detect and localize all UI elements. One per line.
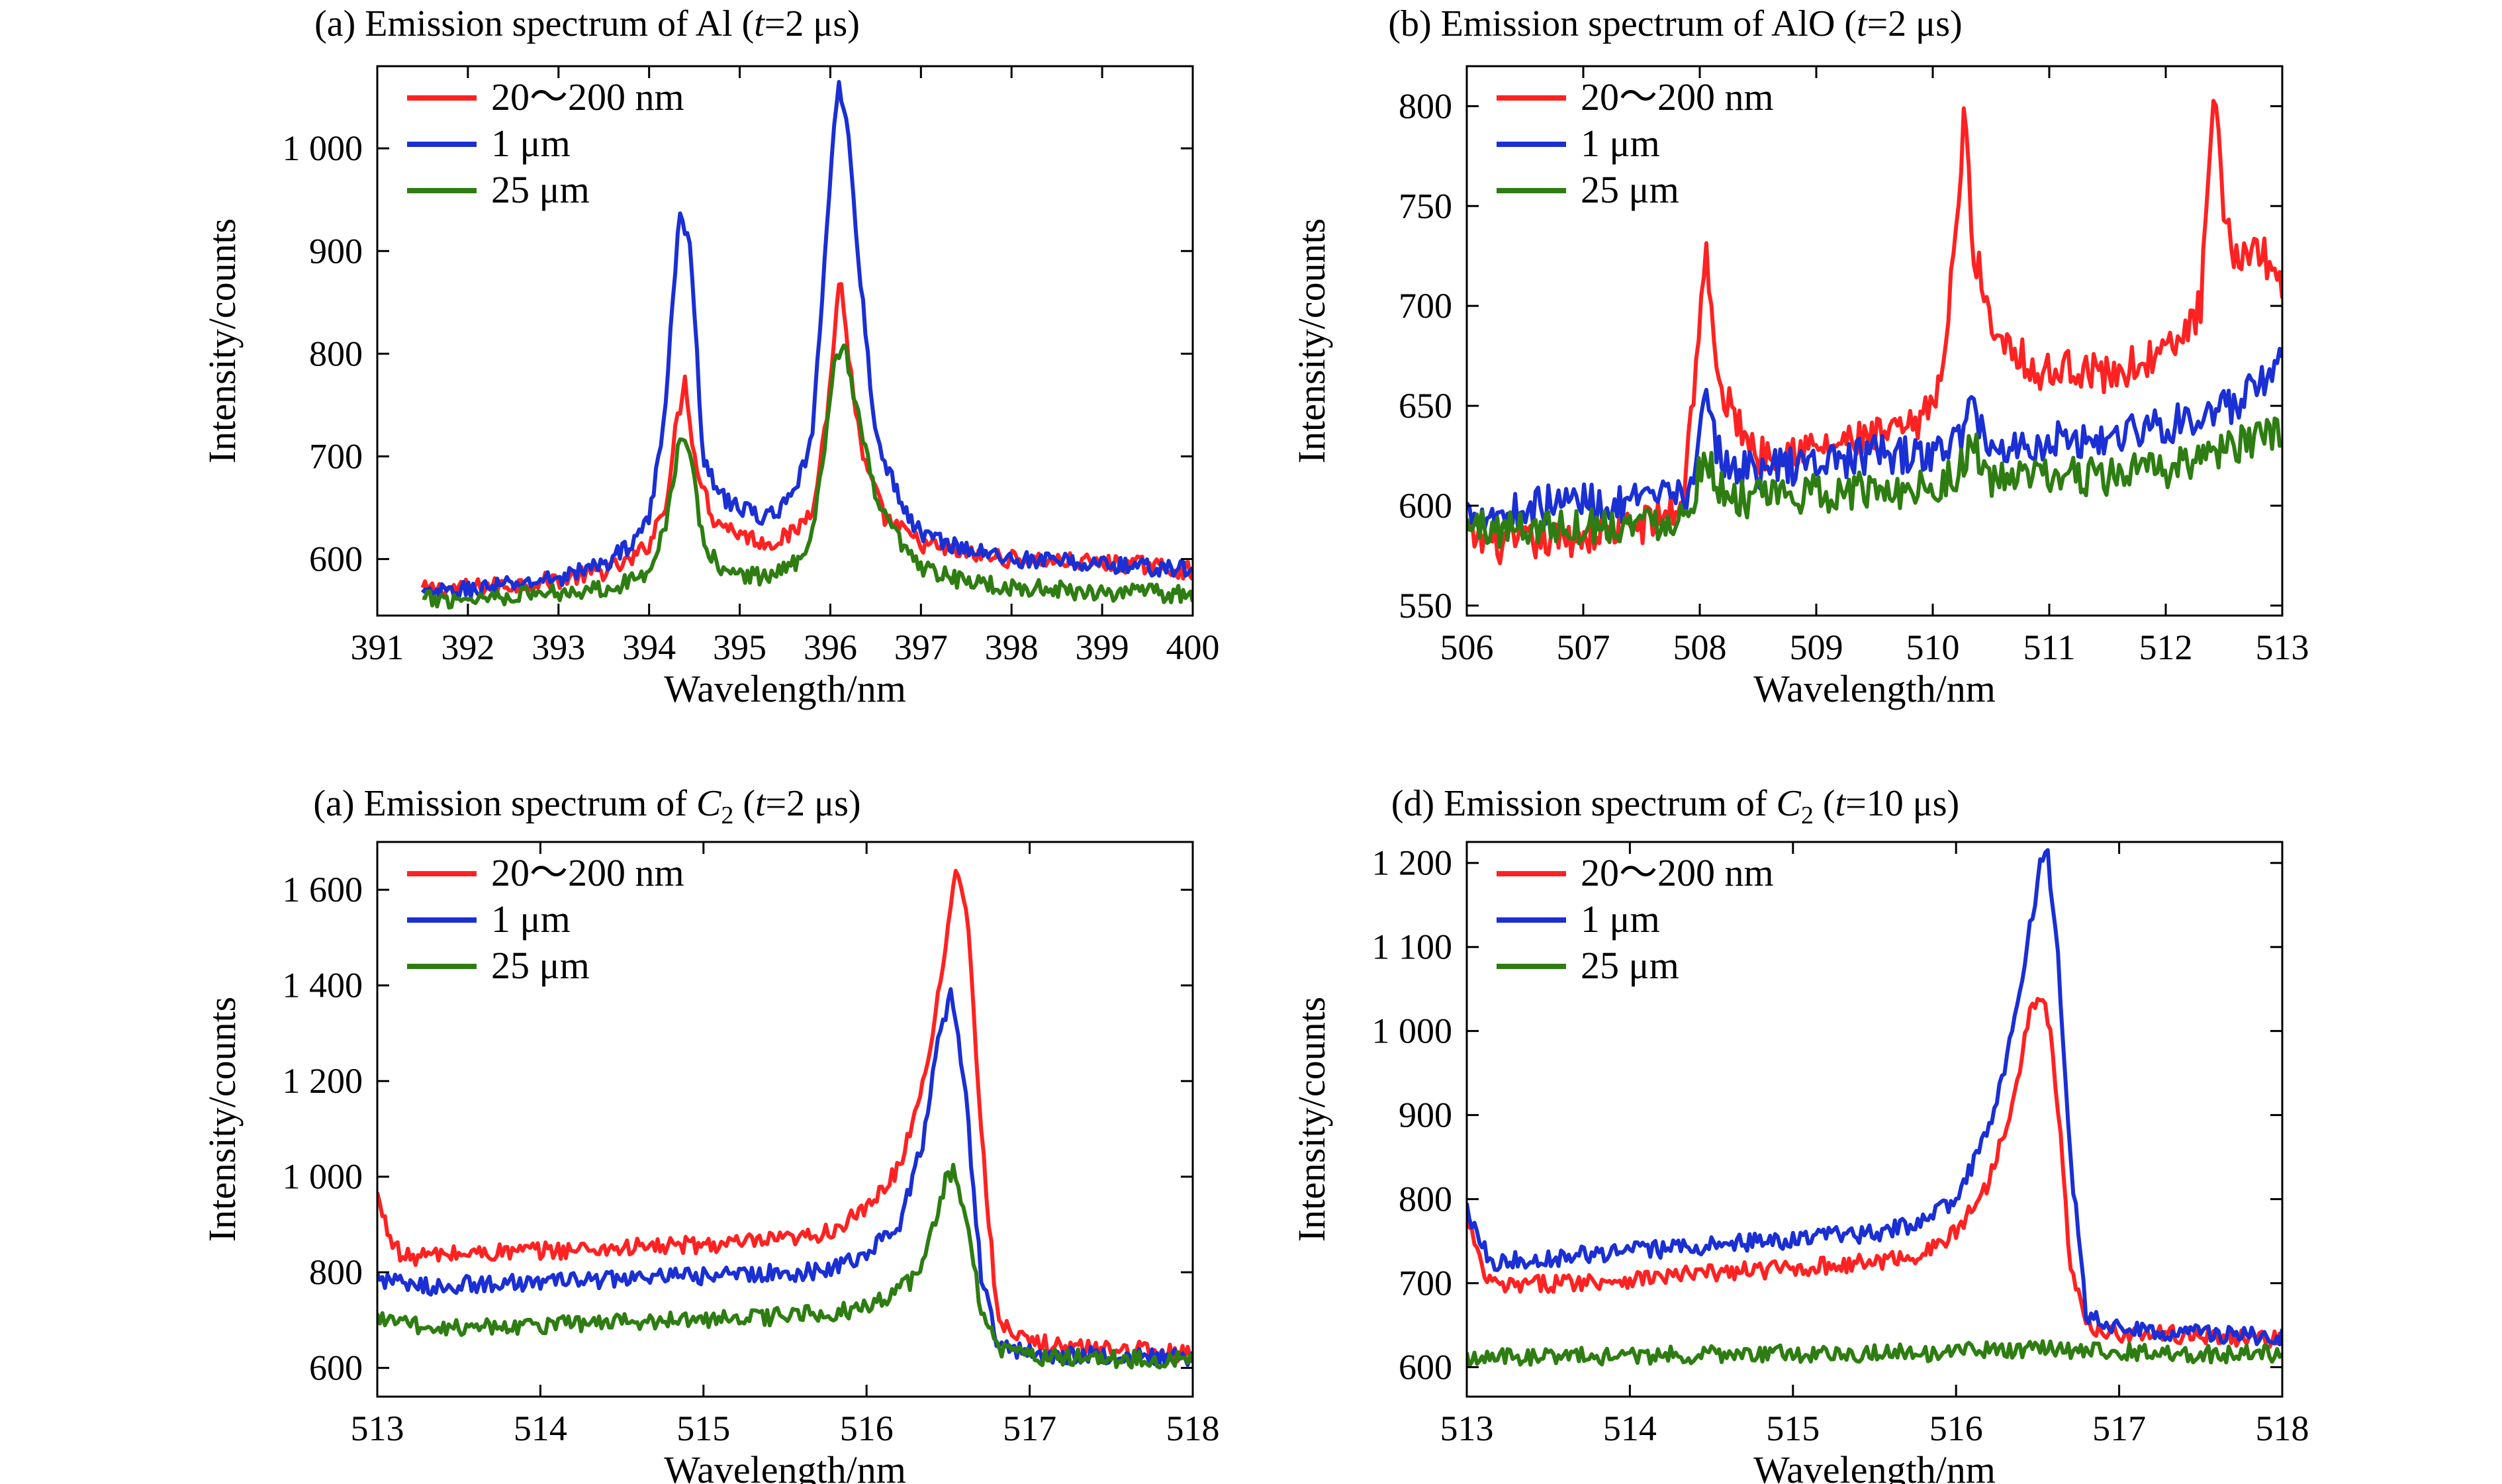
x-tick-label: 508 xyxy=(1673,627,1727,667)
y-tick-label: 1 200 xyxy=(283,1061,363,1101)
series-line-c-1 xyxy=(377,868,1193,1364)
chart-title-a: (a) Emission spectrum of Al (t=2 μs) xyxy=(314,3,860,44)
y-tick-label: 900 xyxy=(309,231,363,271)
y-tick-label: 1 200 xyxy=(1372,843,1453,883)
legend-label: 1 μm xyxy=(491,898,571,941)
x-tick-label: 515 xyxy=(1766,1409,1820,1448)
x-tick-label: 400 xyxy=(1166,627,1220,667)
legend-label: 25 μm xyxy=(491,944,590,987)
x-tick-label: 513 xyxy=(351,1409,404,1448)
x-tick-label: 392 xyxy=(441,627,494,667)
panel-a: 391 392 393 394 395 396 397 398 399 400 600 700 800 9… xyxy=(201,65,1220,710)
y-tick-label: 650 xyxy=(1399,386,1452,426)
y-tick-label: 800 xyxy=(309,334,363,373)
y-axis-label: Intensity/counts xyxy=(201,218,244,464)
series-line-b-3 xyxy=(1467,416,2282,549)
series-line-c-3 xyxy=(377,1162,1193,1370)
x-tick-label: 517 xyxy=(1003,1409,1056,1448)
legend-label: 25 μm xyxy=(1581,168,1679,211)
legend-label: 20～200 nm xyxy=(491,75,684,118)
series-line-d-2 xyxy=(1467,848,2282,1346)
x-tick-label: 395 xyxy=(713,627,766,667)
plot-frame-d xyxy=(1465,841,2284,1398)
chart-title-d: (d) Emission spectrum of C2 (t=10 μs) xyxy=(1391,783,1959,829)
x-tick-label: 509 xyxy=(1790,627,1843,667)
y-tick-label: 600 xyxy=(309,539,363,579)
y-tick-label: 1 100 xyxy=(1372,927,1453,967)
panel-c: 513 514 515 516 517 518 600 800 1 000 1 200 1 400 1… xyxy=(201,841,1220,1484)
y-tick-label: 700 xyxy=(1399,286,1452,326)
x-tick-label: 516 xyxy=(840,1409,894,1448)
x-tick-label: 514 xyxy=(1603,1409,1657,1448)
x-tick-label: 518 xyxy=(1166,1409,1220,1448)
y-tick-label: 1 400 xyxy=(283,966,363,1005)
x-tick-label: 513 xyxy=(2256,627,2309,667)
y-tick-label: 600 xyxy=(309,1348,363,1388)
x-tick-label: 513 xyxy=(1440,1409,1494,1448)
chart-title-b: (b) Emission spectrum of AlO (t=2 μs) xyxy=(1388,3,1962,44)
y-tick-label: 1 000 xyxy=(283,1157,363,1197)
panel-b: 506 507 508 509 510 511 512 513 550 600 650 700 750 8… xyxy=(1290,65,2309,710)
y-tick-label: 900 xyxy=(1399,1095,1452,1135)
y-tick-label: 1 600 xyxy=(283,870,363,909)
x-axis-label: Wavelength/nm xyxy=(1753,667,1996,710)
series-line-a-3 xyxy=(422,343,1193,610)
plot-frame-a xyxy=(376,65,1194,617)
x-tick-label: 518 xyxy=(2256,1409,2309,1448)
x-tick-label: 507 xyxy=(1557,627,1610,667)
x-tick-label: 515 xyxy=(676,1409,730,1448)
legend-label: 25 μm xyxy=(491,168,590,211)
x-tick-label: 391 xyxy=(351,627,404,667)
x-tick-label: 517 xyxy=(2092,1409,2146,1448)
y-tick-label: 600 xyxy=(1399,486,1452,526)
y-tick-label: 750 xyxy=(1399,186,1452,226)
y-tick-label: 550 xyxy=(1399,586,1452,626)
y-tick-label: 800 xyxy=(1399,1180,1452,1219)
legend-label: 20～200 nm xyxy=(491,851,684,894)
x-axis-label: Wavelength/nm xyxy=(664,667,906,710)
x-tick-label: 394 xyxy=(622,627,676,667)
plot-frame-c xyxy=(376,841,1194,1398)
x-tick-label: 396 xyxy=(804,627,857,667)
y-tick-label: 1 000 xyxy=(283,128,363,168)
series-line-a-2 xyxy=(421,79,1193,601)
chart-title-c: (a) Emission spectrum of C2 (t=2 μs) xyxy=(313,783,860,829)
legend-label: 1 μm xyxy=(1581,898,1660,941)
x-axis-label: Wavelength/nm xyxy=(1753,1448,1996,1484)
x-tick-label: 514 xyxy=(514,1409,567,1448)
legend-label: 1 μm xyxy=(491,122,571,165)
x-tick-label: 397 xyxy=(894,627,948,667)
y-axis-label: Intensity/counts xyxy=(1290,218,1333,464)
y-tick-label: 1 000 xyxy=(1372,1011,1453,1051)
y-tick-label: 700 xyxy=(1399,1264,1452,1303)
x-tick-label: 516 xyxy=(1929,1409,1983,1448)
legend-label: 20～200 nm xyxy=(1581,75,1774,118)
x-tick-label: 393 xyxy=(532,627,585,667)
x-tick-label: 399 xyxy=(1076,627,1129,667)
legend-label: 20～200 nm xyxy=(1581,851,1774,894)
plot-frame-b xyxy=(1465,65,2284,617)
legend-label: 25 μm xyxy=(1581,944,1679,987)
x-tick-label: 511 xyxy=(2023,627,2076,667)
panel-d: 513 514 515 516 517 518 600 700 800 900 1 000 1 100… xyxy=(1290,841,2309,1484)
y-tick-label: 600 xyxy=(1399,1348,1452,1387)
x-tick-label: 506 xyxy=(1440,627,1494,667)
y-tick-label: 700 xyxy=(309,437,363,477)
x-tick-label: 512 xyxy=(2139,627,2193,667)
x-axis-label: Wavelength/nm xyxy=(664,1448,906,1484)
x-tick-label: 510 xyxy=(1906,627,1960,667)
x-tick-label: 398 xyxy=(985,627,1039,667)
legend-label: 1 μm xyxy=(1581,122,1660,165)
series-line-d-3 xyxy=(1467,1339,2282,1368)
y-tick-label: 800 xyxy=(309,1252,363,1292)
y-axis-label: Intensity/counts xyxy=(201,997,244,1242)
y-axis-label: Intensity/counts xyxy=(1290,997,1333,1242)
y-tick-label: 800 xyxy=(1399,86,1452,126)
